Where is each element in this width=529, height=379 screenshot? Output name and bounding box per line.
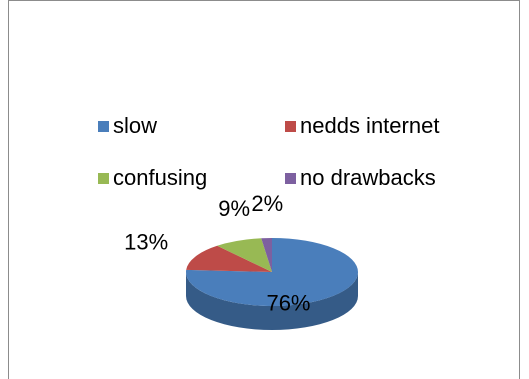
- data-label-confusing: 9%: [218, 196, 250, 221]
- data-label-no-drawbacks: 2%: [251, 191, 283, 216]
- data-label-nedds-internet: 13%: [124, 229, 168, 254]
- data-label-slow: 76%: [266, 291, 310, 316]
